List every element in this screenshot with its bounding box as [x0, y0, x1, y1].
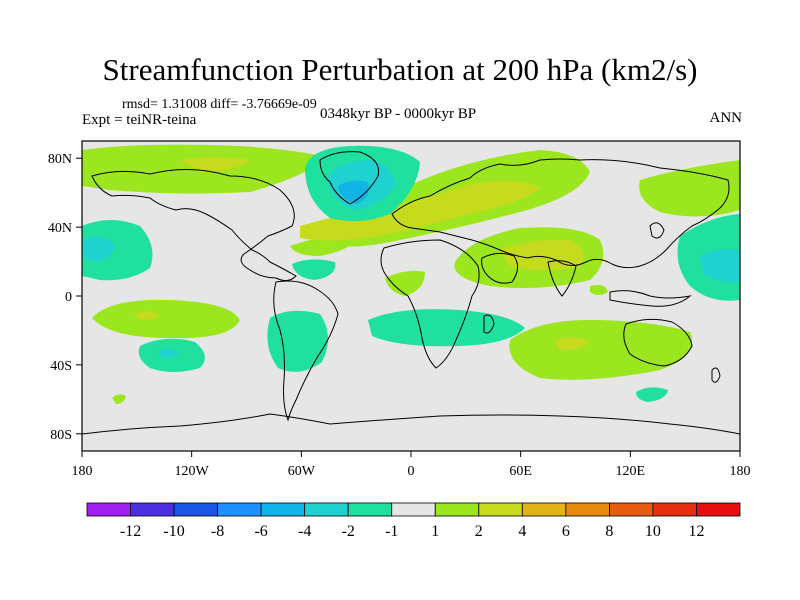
negative-anomaly-south-indian	[636, 387, 668, 402]
coast-indonesia	[609, 290, 692, 307]
coast-japan	[649, 222, 665, 239]
colorbar-label: 2	[475, 523, 483, 540]
colorbar-swatch	[696, 502, 741, 517]
y-axis: 80N 40N 0 40S 80S	[48, 152, 82, 443]
y-tick-label: 40S	[50, 359, 72, 374]
y-tick-label: 80S	[50, 428, 72, 443]
negative-anomaly-atlantic-w	[292, 259, 336, 280]
colorbar-swatch	[521, 502, 567, 517]
colorbar-label: -4	[298, 523, 311, 540]
colorbar: -12 -10 -8 -6 -4 -2 -1 1 2 4 6 8 10 12	[86, 502, 741, 540]
coast-australia	[623, 318, 693, 367]
colorbar-label: -2	[342, 523, 355, 540]
colorbar-swatch	[217, 502, 262, 517]
plot-title: Streamfunction Perturbation at 200 hPa (…	[102, 52, 698, 87]
coast-africa	[380, 239, 480, 369]
colorbar-swatch	[652, 502, 697, 517]
colorbar-swatch	[86, 502, 131, 517]
colorbar-label: 1	[431, 523, 439, 540]
x-tick-label: 120W	[175, 464, 210, 479]
positive-anomaly-pacific-ne	[639, 160, 740, 217]
x-tick-label: 0	[408, 464, 415, 479]
colorbar-swatch	[304, 502, 349, 517]
x-axis: 180 120W 60W 0 60E 120E 180	[72, 451, 751, 479]
negative-core-greenland-deep	[338, 180, 369, 204]
colorbar-swatch	[130, 502, 175, 517]
coast-arabia	[481, 252, 518, 284]
colorbar-label: -12	[120, 523, 141, 540]
positive-anomaly-spot-a	[112, 394, 126, 404]
negative-core-pacific-nw	[84, 236, 115, 262]
anomaly-core-eurasia	[300, 180, 540, 241]
anomaly-core-pacific-south	[135, 311, 160, 320]
x-tick-label: 60W	[288, 464, 316, 479]
positive-anomaly-spot-b	[590, 284, 608, 295]
colorbar-swatch	[434, 502, 480, 517]
coast-south-america	[273, 280, 339, 422]
colorbar-label: -6	[254, 523, 267, 540]
anomaly-core-indian	[555, 337, 590, 351]
anomaly-core-arabia	[500, 239, 584, 270]
y-tick-label: 40N	[48, 221, 72, 236]
coast-north-america	[91, 169, 297, 282]
x-tick-label: 120E	[616, 464, 646, 479]
positive-anomaly-south-pacific	[92, 299, 240, 339]
colorbar-label: -10	[163, 523, 184, 540]
positive-anomaly-atlantic	[290, 235, 360, 256]
coast-india	[547, 260, 577, 297]
colorbar-label: -8	[211, 523, 224, 540]
x-tick-label: 60E	[509, 464, 532, 479]
coast-europe	[391, 158, 730, 269]
experiment-label: Expt = teiNR-teina	[82, 112, 197, 128]
colorbar-label: 10	[645, 523, 661, 540]
y-tick-label: 0	[65, 290, 72, 305]
negative-anomaly-south-atlantic	[368, 309, 525, 347]
coast-antarctica	[82, 413, 740, 435]
coast-new-zealand	[711, 367, 721, 383]
anomaly-core-arctic	[180, 157, 250, 172]
y-tick-label: 80N	[48, 152, 72, 167]
period-label: 0348kyr BP - 0000kyr BP	[320, 106, 477, 122]
colorbar-label: 4	[518, 523, 526, 540]
positive-anomaly-indian-ocean	[509, 319, 692, 380]
colorbar-swatch	[260, 502, 306, 517]
x-tick-label: 180	[72, 464, 93, 479]
colorbar-swatch	[173, 502, 218, 517]
negative-core-pacific-w	[700, 248, 740, 283]
colorbar-label: 8	[605, 523, 613, 540]
colorbar-swatch	[391, 502, 436, 517]
colorbar-label: -1	[385, 523, 398, 540]
x-tick-label: 180	[730, 464, 751, 479]
colorbar-label: 6	[562, 523, 570, 540]
colorbar-swatch	[609, 502, 654, 517]
season-label: ANN	[709, 110, 743, 126]
colorbar-swatch	[347, 502, 393, 517]
colorbar-label: 12	[688, 523, 704, 540]
stats-text: rmsd= 1.31008 diff= -3.76669e-09	[122, 97, 317, 112]
contour-fills	[82, 144, 740, 404]
negative-anomaly-pacific-nw	[82, 220, 153, 281]
colorbar-swatch	[565, 502, 610, 517]
negative-core-pacific-s	[158, 348, 180, 358]
positive-anomaly-south-atlantic	[385, 270, 425, 296]
colorbar-swatch	[478, 502, 523, 517]
coast-greenland	[319, 151, 380, 205]
negative-anomaly-south-america	[267, 310, 329, 372]
coast-madagascar	[483, 314, 495, 334]
coastlines	[82, 151, 740, 435]
